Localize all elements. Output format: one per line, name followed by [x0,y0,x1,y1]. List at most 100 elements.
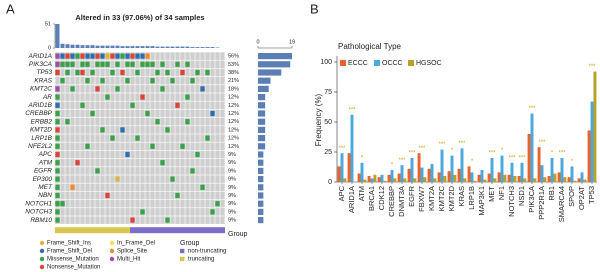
sample-bar [200,47,205,48]
bar [420,167,424,182]
cell [195,52,200,60]
cell [145,142,150,151]
cell [100,150,105,159]
bar [520,162,524,182]
cell [150,52,155,60]
cell [105,183,110,192]
cell [220,101,225,110]
cell [140,158,145,167]
mutation [115,61,120,67]
cell [160,117,165,126]
x-tick-label: MAP3K1 [477,186,486,216]
sample-bar [115,45,120,48]
cell [135,85,140,93]
sample-bar [70,44,75,48]
cell [60,167,65,175]
sample-bar [105,45,110,48]
mutation [150,143,155,149]
group-cell [175,227,180,234]
cell [105,175,110,183]
cell [110,167,115,175]
group-cell [80,227,85,234]
cell [175,76,180,85]
cell [190,158,195,167]
cell [95,109,100,118]
gene-count-bar [258,110,266,117]
cell [105,158,110,167]
cell [115,183,120,192]
mutation [60,78,65,84]
mutation [105,61,110,67]
cell [70,134,75,142]
mutation [75,53,80,59]
gene-percent: 9% [228,168,236,174]
cell [200,52,205,60]
x-tick-label: RB1 [547,186,556,201]
cell [65,142,70,151]
cell [95,183,100,192]
cell [160,216,165,224]
mutation [215,201,220,207]
cell [220,60,225,69]
legend-swatch [180,256,185,262]
cell [175,216,180,224]
cell [90,93,95,101]
cell [120,101,125,110]
mutation [90,110,95,117]
cell [155,93,160,101]
cell [75,142,80,151]
cell [130,117,135,126]
cell [125,101,130,110]
cell [200,199,205,208]
gene-percent: 18% [228,86,239,92]
cell [95,142,100,151]
cell [95,93,100,101]
bar [567,177,571,182]
cell [130,68,135,77]
cell [175,109,180,118]
sample-bar [165,46,170,48]
cell [120,167,125,175]
x-tick-label: APC [337,185,346,201]
mutation [55,94,60,100]
cell [70,142,75,151]
cell [145,101,150,110]
cell [90,167,95,175]
cell [220,208,225,216]
sample-bar [205,47,210,48]
cell [140,183,145,192]
cell [115,76,120,85]
cell [90,101,95,110]
group-cell [70,227,75,234]
mutation [55,61,60,67]
top-axis-label: 51 [45,21,51,27]
cell [90,199,95,208]
cell [220,191,225,200]
mutation [55,209,60,215]
cell [80,183,85,192]
cell [195,158,200,167]
cell [195,76,200,85]
gene-percent: 9% [228,218,236,224]
cell [75,93,80,101]
cell [70,158,75,167]
cell [180,93,185,101]
gene-count-bar [258,94,266,101]
cell [115,167,120,175]
cell [115,216,120,224]
panel-label: A [6,1,15,16]
cell [185,216,190,224]
cell [75,208,80,216]
cell [220,93,225,101]
mutation [140,53,145,59]
gene-name: KRAS [34,77,52,84]
cell [60,68,65,77]
cell [210,158,215,167]
y-tick-label: 0 [328,179,332,186]
mutation [85,143,90,149]
cell [140,117,145,126]
mutation [120,53,125,59]
cell [155,85,160,93]
group-cell [90,227,95,234]
cell [125,199,130,208]
